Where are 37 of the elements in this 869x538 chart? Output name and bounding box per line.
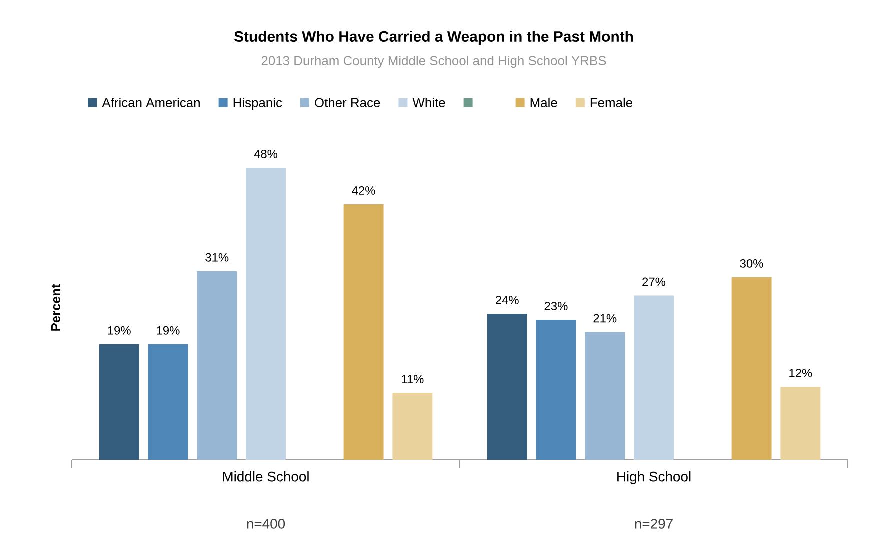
data-label: 24% <box>496 296 519 304</box>
legend-label: Female <box>590 98 632 108</box>
x-tick-label: Middle School <box>223 472 309 482</box>
chart-title: Students Who Have Carried a Weapon in the Past Month <box>234 31 634 45</box>
x-tick-label: High School <box>618 472 691 485</box>
data-label: 30% <box>740 259 764 268</box>
legend-label: African American <box>102 98 200 108</box>
data-label: 21% <box>594 314 617 323</box>
text: n=400 <box>247 519 286 529</box>
data-label: 19% <box>108 326 131 335</box>
bar <box>246 168 286 460</box>
data-label: 42% <box>352 186 376 195</box>
bar <box>536 320 576 460</box>
bar <box>392 393 433 460</box>
legend-label: White <box>412 98 446 108</box>
data-label: 12% <box>790 369 812 378</box>
bar <box>487 314 528 460</box>
data-label: 48% <box>254 150 278 158</box>
bar <box>344 204 384 460</box>
bar <box>585 332 626 460</box>
chart-subtitle: 2013 Durham County Middle School and High School YRBS <box>262 56 606 68</box>
data-label: 23% <box>544 302 568 311</box>
legend-label: Other Race <box>315 98 380 108</box>
bar <box>634 296 674 460</box>
legend-label: Male <box>530 98 558 108</box>
data-label: 31% <box>206 253 229 262</box>
bar <box>148 344 188 460</box>
text: n=297 <box>635 519 673 529</box>
y-axis-title: Percent <box>51 284 61 331</box>
bar <box>197 271 238 460</box>
data-label: 19% <box>157 326 180 335</box>
data-label: 27% <box>642 278 666 286</box>
bar <box>732 277 772 460</box>
bar <box>780 386 821 460</box>
data-label: 11% <box>402 375 424 384</box>
bar <box>99 344 140 460</box>
legend-label: Hispanic <box>234 98 282 110</box>
